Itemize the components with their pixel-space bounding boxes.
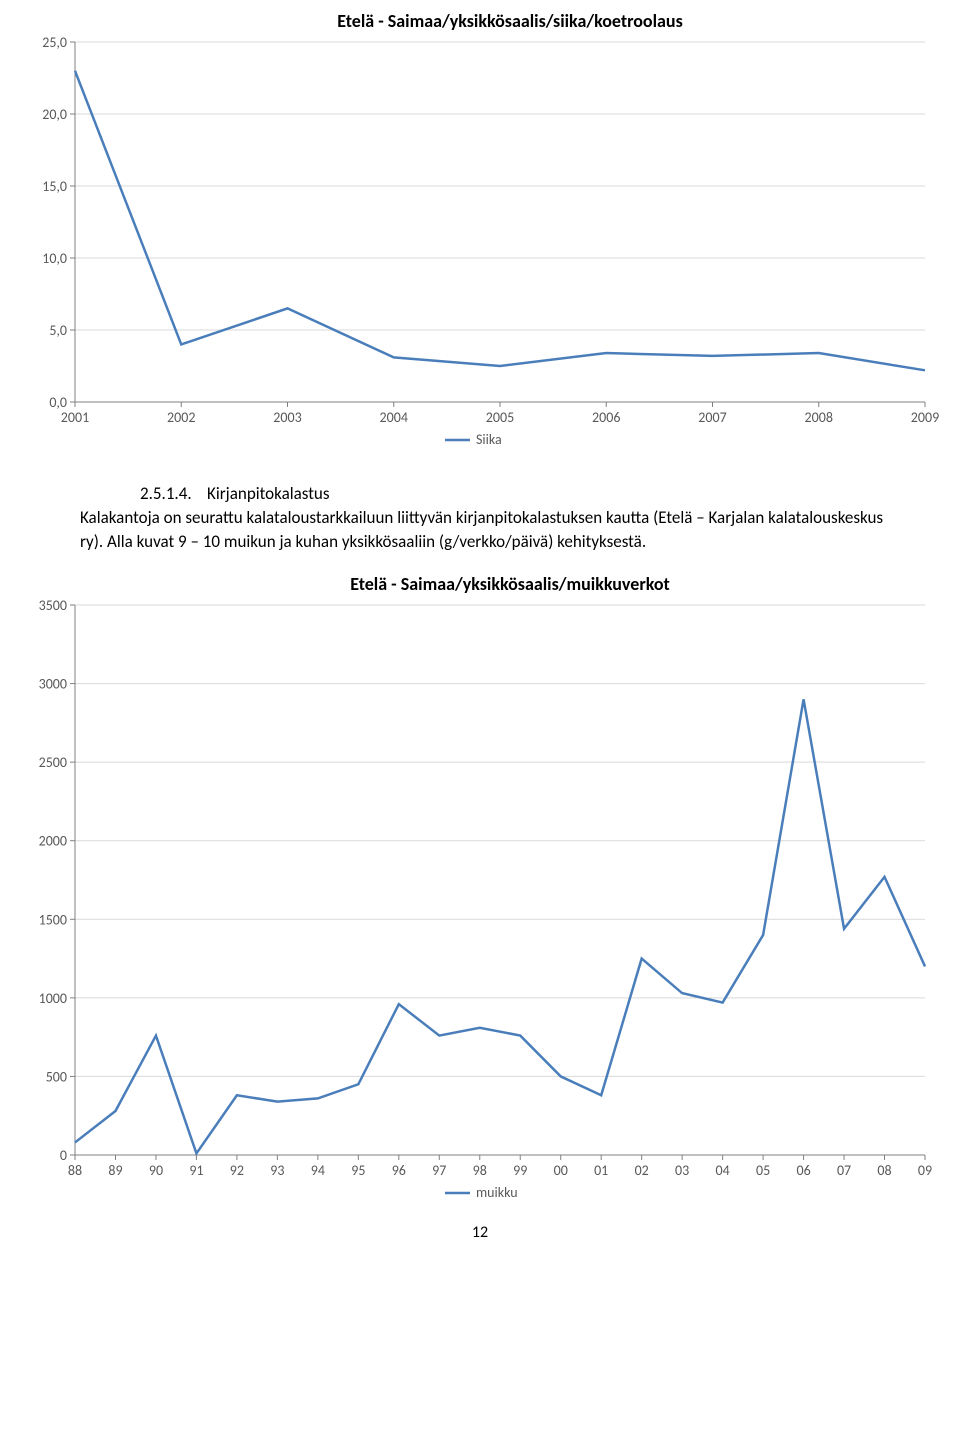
svg-text:2003: 2003	[273, 409, 301, 426]
svg-text:20,0: 20,0	[42, 106, 67, 123]
svg-text:98: 98	[473, 1162, 487, 1179]
svg-text:94: 94	[311, 1162, 325, 1179]
svg-text:09: 09	[918, 1162, 932, 1179]
svg-text:2500: 2500	[39, 755, 67, 772]
svg-text:25,0: 25,0	[42, 34, 67, 51]
svg-text:2008: 2008	[805, 409, 833, 426]
svg-text:92: 92	[230, 1162, 244, 1179]
svg-text:Siika: Siika	[476, 431, 502, 448]
svg-text:91: 91	[189, 1162, 203, 1179]
svg-text:10,0: 10,0	[42, 250, 67, 267]
svg-text:89: 89	[108, 1162, 122, 1179]
svg-text:05: 05	[756, 1162, 770, 1179]
svg-text:96: 96	[392, 1162, 406, 1179]
svg-text:muikku: muikku	[476, 1184, 518, 1201]
chart1-title: Etelä - Saimaa/yksikkösaalis/siika/koetr…	[80, 10, 940, 32]
svg-text:1000: 1000	[39, 990, 67, 1007]
svg-text:00: 00	[554, 1162, 568, 1179]
svg-text:0: 0	[60, 1147, 67, 1164]
svg-text:1500: 1500	[39, 912, 67, 929]
svg-text:15,0: 15,0	[42, 178, 67, 195]
page-number: 12	[20, 1223, 940, 1242]
body-text: 2.5.1.4. Kirjanpitokalastus Kalakantoja …	[80, 482, 900, 553]
svg-text:2005: 2005	[486, 409, 514, 426]
svg-text:04: 04	[716, 1162, 730, 1179]
svg-text:2004: 2004	[380, 409, 408, 426]
svg-text:99: 99	[513, 1162, 527, 1179]
chart1-svg: 0,05,010,015,020,025,0200120022003200420…	[20, 32, 940, 462]
svg-text:88: 88	[68, 1162, 82, 1179]
chart-siika: Etelä - Saimaa/yksikkösaalis/siika/koetr…	[20, 10, 940, 462]
svg-text:02: 02	[635, 1162, 649, 1179]
section-title: Kirjanpitokalastus	[207, 483, 330, 504]
svg-text:3500: 3500	[39, 597, 67, 614]
svg-text:07: 07	[837, 1162, 851, 1179]
svg-text:01: 01	[594, 1162, 608, 1179]
svg-text:2009: 2009	[911, 409, 939, 426]
svg-text:06: 06	[796, 1162, 810, 1179]
svg-text:3000: 3000	[39, 676, 67, 693]
paragraph: Kalakantoja on seurattu kalataloustarkka…	[80, 506, 900, 554]
svg-text:90: 90	[149, 1162, 163, 1179]
svg-text:97: 97	[432, 1162, 446, 1179]
section-number: 2.5.1.4.	[140, 483, 192, 504]
svg-text:2006: 2006	[592, 409, 620, 426]
svg-text:2002: 2002	[167, 409, 195, 426]
svg-text:2007: 2007	[698, 409, 726, 426]
chart2-svg: 0500100015002000250030003500888990919293…	[20, 595, 940, 1215]
svg-text:95: 95	[351, 1162, 365, 1179]
svg-text:5,0: 5,0	[49, 322, 67, 339]
svg-text:93: 93	[270, 1162, 284, 1179]
svg-text:08: 08	[877, 1162, 891, 1179]
chart-muikku: Etelä - Saimaa/yksikkösaalis/muikkuverko…	[20, 573, 940, 1215]
svg-text:2000: 2000	[39, 833, 67, 850]
chart2-title: Etelä - Saimaa/yksikkösaalis/muikkuverko…	[80, 573, 940, 595]
svg-text:2001: 2001	[61, 409, 89, 426]
svg-text:03: 03	[675, 1162, 689, 1179]
svg-text:500: 500	[46, 1069, 67, 1086]
